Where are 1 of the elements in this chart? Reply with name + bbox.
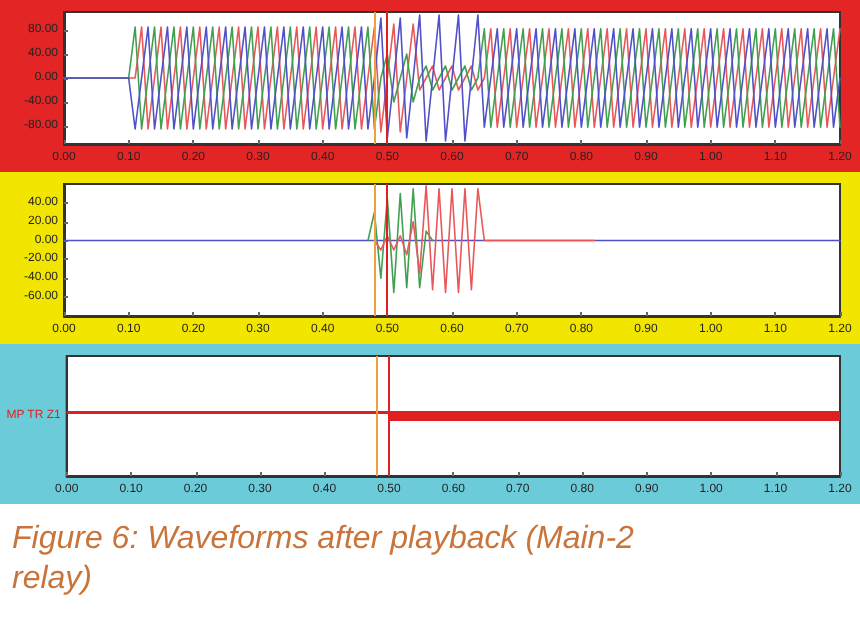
caption: Figure 6: Waveforms after playback (Main-2 relay)	[12, 520, 636, 600]
